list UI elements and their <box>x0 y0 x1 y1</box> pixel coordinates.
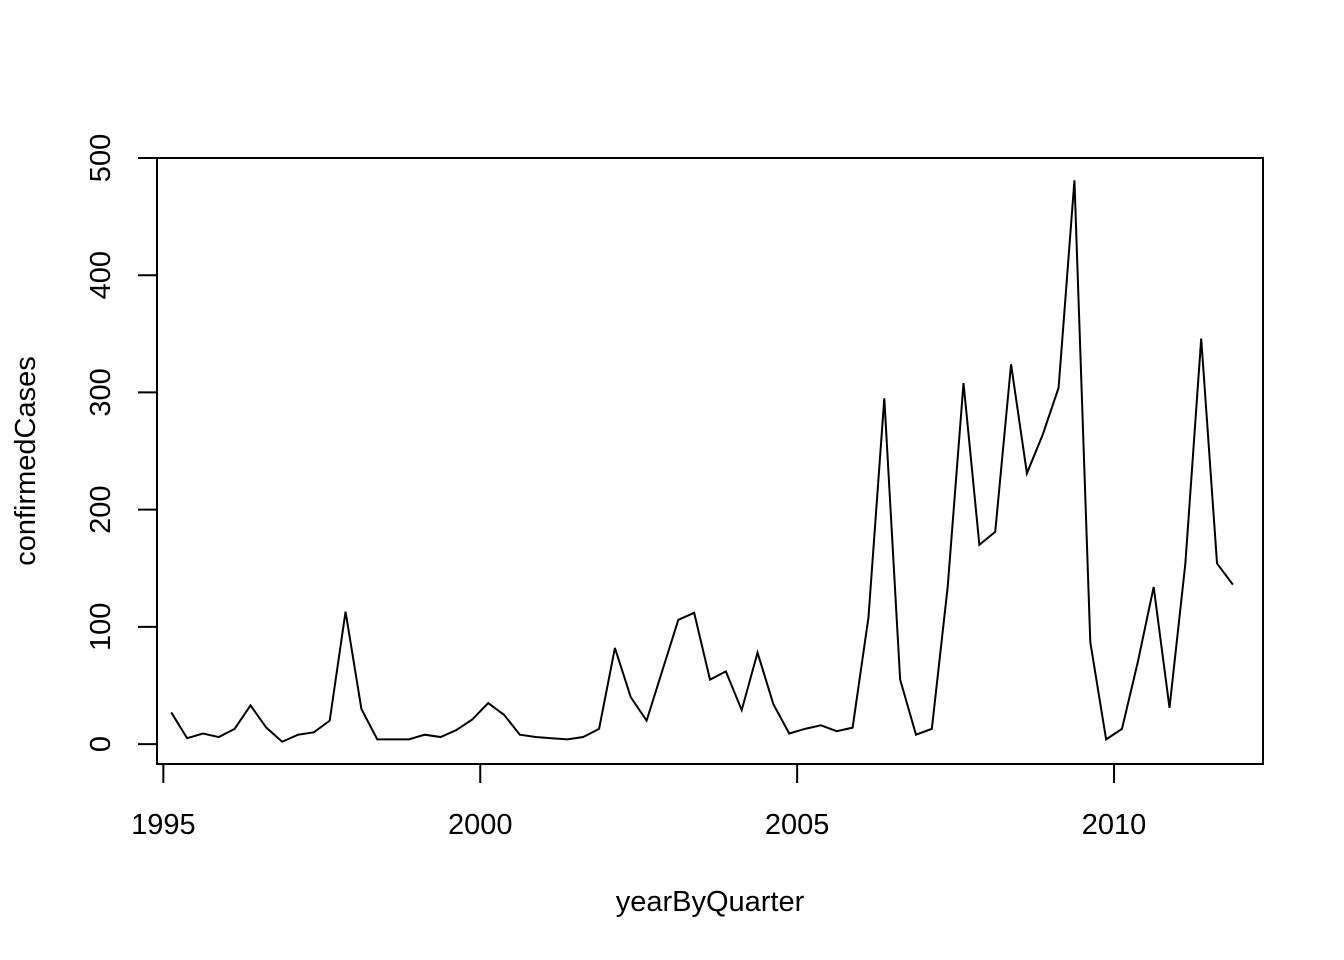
y-tick-label: 100 <box>85 603 117 651</box>
x-axis-label: yearByQuarter <box>616 886 805 918</box>
y-axis-label: confirmedCases <box>10 356 42 566</box>
x-tick-label: 2010 <box>1082 809 1147 841</box>
x-tick-label: 2000 <box>448 809 513 841</box>
x-tick-label: 1995 <box>131 809 196 841</box>
y-tick-label: 0 <box>85 736 117 752</box>
series-layer <box>170 180 1234 743</box>
series-line <box>170 180 1234 743</box>
y-tick-label: 300 <box>85 368 117 416</box>
y-tick-label: 200 <box>85 485 117 533</box>
y-tick-label: 500 <box>85 134 117 182</box>
x-tick-label: 2005 <box>765 809 830 841</box>
y-tick-label: 400 <box>85 251 117 299</box>
y-axis: 0 100 200 300 400 500 <box>85 134 158 752</box>
plot-frame <box>156 157 1264 765</box>
x-axis: 1995 2000 2005 2010 <box>131 763 1147 841</box>
